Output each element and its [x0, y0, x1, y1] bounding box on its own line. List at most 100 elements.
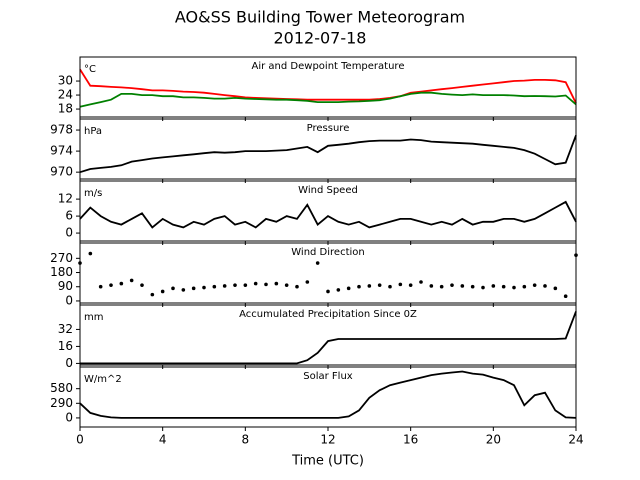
- series-point: [171, 286, 175, 291]
- series-point: [295, 284, 299, 289]
- panel-title: Wind Speed: [298, 185, 358, 196]
- panel-title: Wind Direction: [291, 247, 365, 258]
- y-tick-label: 270: [50, 251, 73, 265]
- x-tick-label: 16: [403, 433, 418, 447]
- series-point: [553, 286, 558, 291]
- series-point: [501, 284, 506, 289]
- panel-title: Air and Dewpoint Temperature: [252, 61, 405, 72]
- y-tick-label: 16: [58, 339, 73, 353]
- series-point: [243, 283, 248, 287]
- x-tick-label: 4: [159, 433, 167, 447]
- y-tick-label: 0: [65, 293, 73, 307]
- series-point: [346, 286, 351, 291]
- y-tick-label: 580: [50, 381, 73, 395]
- x-tick-label: 8: [242, 433, 250, 447]
- series-point: [181, 288, 186, 292]
- series-point: [222, 284, 227, 288]
- series-point: [109, 283, 113, 287]
- chart-title: AO&SS Building Tower Meteorogram: [175, 8, 465, 27]
- panel-title: Pressure: [307, 123, 350, 134]
- series-point: [119, 281, 124, 286]
- unit-label: °C: [84, 64, 96, 75]
- series-point: [160, 289, 165, 294]
- y-tick-label: 90: [58, 279, 73, 293]
- series-point: [470, 284, 475, 289]
- series-point: [191, 286, 196, 291]
- unit-label: W/m^2: [84, 374, 122, 385]
- x-tick-label: 12: [320, 433, 335, 447]
- x-tick-label: 20: [486, 433, 501, 447]
- series-point: [150, 292, 155, 297]
- series-point: [563, 294, 568, 299]
- unit-label: hPa: [84, 126, 102, 137]
- series-point: [450, 283, 454, 287]
- y-tick-label: 180: [50, 265, 73, 279]
- y-tick-label: 0: [65, 226, 73, 240]
- y-tick-label: 0: [65, 410, 73, 424]
- series-point: [388, 284, 392, 289]
- y-tick-label: 0: [65, 356, 73, 370]
- series-point: [98, 284, 103, 289]
- y-tick-label: 6: [65, 209, 73, 223]
- series-point: [429, 284, 434, 288]
- x-tick-label: 24: [568, 433, 583, 447]
- series-point: [419, 280, 423, 284]
- panel-frame: [79, 242, 577, 304]
- unit-label: m/s: [84, 188, 102, 199]
- series-point: [377, 283, 382, 287]
- series-point: [202, 285, 206, 290]
- y-tick-label: 974: [50, 144, 73, 158]
- series-point: [88, 251, 93, 256]
- series-line: [79, 200, 577, 229]
- series-line: [79, 68, 577, 104]
- series-point: [336, 288, 341, 292]
- series-point: [305, 280, 310, 284]
- series-point: [439, 284, 444, 289]
- panel-frame: [79, 56, 577, 118]
- series-line: [79, 91, 577, 108]
- series-line: [80, 311, 577, 365]
- series-point: [460, 284, 465, 288]
- y-tick-label: 978: [50, 123, 73, 137]
- panel-frame: [79, 304, 577, 366]
- y-tick-label: 970: [50, 165, 73, 179]
- panel-title: Accumulated Precipitation Since 0Z: [239, 309, 417, 320]
- series-point: [512, 285, 516, 290]
- x-axis-label: Time (UTC): [291, 454, 364, 469]
- series-point: [274, 281, 279, 286]
- panel-frame: [79, 118, 577, 180]
- y-tick-label: 18: [58, 102, 73, 116]
- panel-frame: [79, 366, 577, 428]
- series-point: [543, 284, 547, 288]
- series-point: [129, 278, 134, 283]
- series-point: [233, 283, 237, 287]
- series-point: [532, 283, 537, 287]
- series-point: [284, 283, 289, 287]
- panel-frame: [79, 180, 577, 242]
- series-point: [326, 289, 330, 294]
- y-tick-label: 12: [58, 192, 73, 206]
- chart-subtitle: 2012-07-18: [274, 29, 367, 48]
- series-point: [522, 284, 527, 289]
- y-tick-label: 30: [58, 74, 73, 88]
- series-point: [212, 284, 217, 289]
- series-point: [398, 282, 403, 287]
- y-tick-label: 32: [58, 322, 73, 336]
- series-point: [357, 284, 361, 289]
- panel-title: Solar Flux: [303, 371, 353, 382]
- series-point: [253, 281, 258, 286]
- series-point: [408, 283, 413, 287]
- series-point: [140, 283, 144, 287]
- series-point: [315, 261, 320, 265]
- series-point: [481, 285, 485, 290]
- series-point: [491, 284, 496, 288]
- x-tick-label: 0: [76, 433, 84, 447]
- y-tick-label: 290: [50, 396, 73, 410]
- series-line: [79, 134, 577, 174]
- series-point: [264, 282, 268, 287]
- unit-label: mm: [84, 312, 103, 323]
- y-tick-label: 24: [58, 88, 73, 102]
- series-point: [367, 284, 372, 288]
